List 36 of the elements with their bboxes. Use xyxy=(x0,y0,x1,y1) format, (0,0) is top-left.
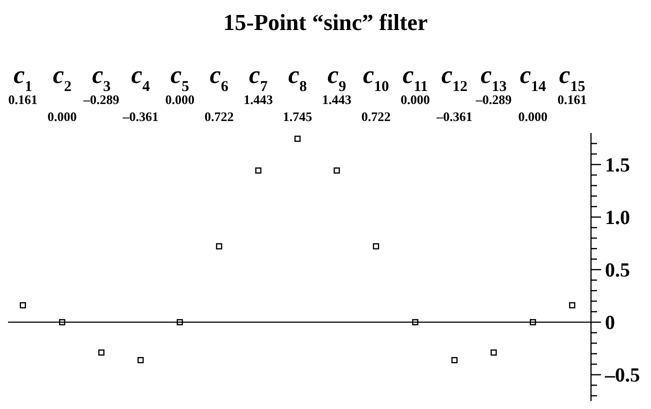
text: 0.000 xyxy=(400,92,430,107)
x-tick-label: c$_{11}$ xyxy=(402,62,428,95)
text: –0.289 xyxy=(474,92,512,107)
text: 0.000 xyxy=(48,109,77,124)
text: –0.289 xyxy=(82,92,120,107)
x-tick-label: c$_{6}$ xyxy=(210,62,229,95)
x-tick-label: c$_{7}$ xyxy=(249,62,268,95)
x-tick-label: c$_{14}$ xyxy=(520,62,546,95)
text: 0.161 xyxy=(8,92,38,107)
text: 1.443 xyxy=(322,92,352,107)
text: –0.361 xyxy=(436,109,472,124)
x-tick-label: c$_{4}$ xyxy=(131,62,150,95)
x-tick-label: c$_{13}$ xyxy=(480,62,507,95)
y-tick-label: 0 xyxy=(605,312,615,334)
x-tick-label: c$_{1}$ xyxy=(14,62,32,95)
text: –0.361 xyxy=(122,109,158,124)
y-tick-label: –0.5 xyxy=(604,364,640,387)
x-tick-label: c$_{8}$ xyxy=(288,62,307,95)
x-tick-label: c$_{3}$ xyxy=(92,62,111,95)
x-tick-label: c$_{5}$ xyxy=(170,62,190,95)
x-tick-label: c$_{15}$ xyxy=(559,62,586,95)
x-tick-label: c$_{9}$ xyxy=(327,62,346,95)
chart-title: 15-Point “sinc” filter xyxy=(222,9,429,37)
text: 1.745 xyxy=(282,109,313,124)
text: 0.161 xyxy=(558,92,587,107)
x-tick-label: c$_{10}$ xyxy=(362,62,390,95)
text: 0.000 xyxy=(165,92,194,107)
text: 1.443 xyxy=(244,92,274,107)
x-tick-label: c$_{2}$ xyxy=(52,62,72,95)
text: 0.722 xyxy=(361,109,391,124)
y-tick-label: 1.0 xyxy=(605,207,630,230)
text: 0.000 xyxy=(518,109,548,124)
text: 0.722 xyxy=(204,109,234,124)
y-tick-label: 0.5 xyxy=(605,260,630,282)
y-tick-label: 1.5 xyxy=(605,154,630,177)
x-tick-label: c$_{12}$ xyxy=(441,62,468,95)
